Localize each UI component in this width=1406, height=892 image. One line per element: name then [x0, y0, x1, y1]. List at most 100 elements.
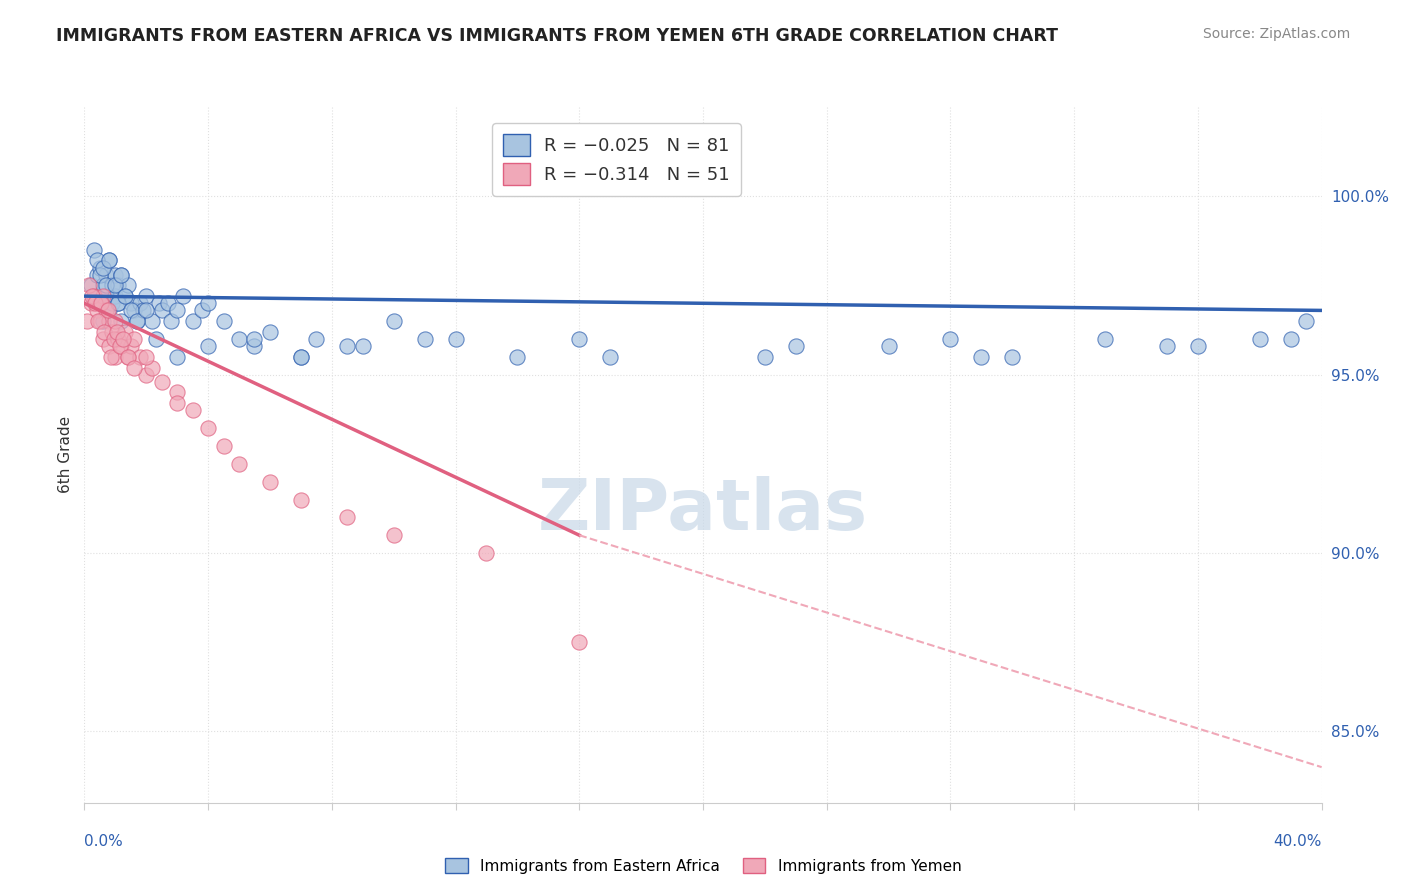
Point: [599, 350, 621, 364]
Point: [150, 375, 173, 389]
Point: [877, 339, 900, 353]
Point: [86, 253, 108, 268]
Point: [212, 314, 235, 328]
Point: [101, 278, 124, 293]
Point: [970, 350, 993, 364]
Point: [120, 296, 142, 310]
Text: ZIPatlas: ZIPatlas: [538, 476, 868, 545]
Point: [212, 439, 235, 453]
Point: [228, 332, 250, 346]
Point: [150, 303, 173, 318]
Point: [568, 635, 591, 649]
Point: [568, 332, 591, 346]
Point: [1279, 332, 1302, 346]
Point: [93, 325, 115, 339]
Point: [156, 296, 179, 310]
Point: [108, 339, 131, 353]
Point: [114, 289, 136, 303]
Point: [114, 289, 136, 303]
Text: IMMIGRANTS FROM EASTERN AFRICA VS IMMIGRANTS FROM YEMEN 6TH GRADE CORRELATION CH: IMMIGRANTS FROM EASTERN AFRICA VS IMMIGR…: [56, 27, 1059, 45]
Point: [785, 339, 807, 353]
Point: [1156, 339, 1178, 353]
Point: [107, 332, 129, 346]
Point: [1094, 332, 1116, 346]
Point: [290, 350, 312, 364]
Point: [336, 510, 359, 524]
Point: [86, 303, 108, 318]
Point: [135, 289, 157, 303]
Point: [120, 339, 142, 353]
Point: [122, 360, 145, 375]
Point: [191, 303, 214, 318]
Point: [1295, 314, 1317, 328]
Point: [181, 314, 204, 328]
Point: [101, 296, 124, 310]
Point: [141, 360, 163, 375]
Point: [98, 253, 121, 268]
Point: [145, 332, 167, 346]
Point: [148, 296, 170, 310]
Point: [89, 268, 111, 282]
Point: [83, 289, 105, 303]
Point: [290, 492, 312, 507]
Point: [98, 339, 121, 353]
Point: [105, 325, 128, 339]
Point: [94, 289, 117, 303]
Point: [91, 289, 114, 303]
Point: [939, 332, 962, 346]
Point: [117, 350, 139, 364]
Point: [104, 289, 127, 303]
Point: [89, 260, 111, 275]
Point: [172, 289, 194, 303]
Point: [1187, 339, 1209, 353]
Point: [1001, 350, 1024, 364]
Point: [96, 303, 118, 318]
Point: [104, 278, 127, 293]
Point: [122, 332, 145, 346]
Point: [197, 421, 219, 435]
Text: 40.0%: 40.0%: [1274, 834, 1322, 849]
Point: [754, 350, 776, 364]
Point: [141, 314, 163, 328]
Point: [89, 314, 111, 328]
Point: [107, 296, 129, 310]
Point: [91, 278, 114, 293]
Point: [87, 314, 110, 328]
Point: [83, 243, 105, 257]
Point: [83, 289, 105, 303]
Point: [352, 339, 374, 353]
Point: [382, 314, 405, 328]
Point: [79, 278, 101, 293]
Point: [259, 475, 281, 489]
Point: [91, 332, 114, 346]
Point: [243, 332, 266, 346]
Point: [98, 303, 121, 318]
Point: [89, 296, 111, 310]
Point: [129, 350, 152, 364]
Point: [91, 314, 114, 328]
Point: [117, 350, 139, 364]
Point: [82, 289, 104, 303]
Point: [135, 350, 157, 364]
Point: [120, 303, 142, 318]
Point: [104, 350, 127, 364]
Point: [110, 339, 132, 353]
Point: [290, 350, 312, 364]
Point: [104, 268, 127, 282]
Point: [98, 314, 121, 328]
Point: [103, 332, 125, 346]
Point: [86, 268, 108, 282]
Point: [101, 325, 124, 339]
Point: [110, 268, 132, 282]
Point: [94, 278, 117, 293]
Point: [166, 350, 188, 364]
Point: [94, 303, 117, 318]
Point: [259, 325, 281, 339]
Legend: R = −0.025   N = 81, R = −0.314   N = 51: R = −0.025 N = 81, R = −0.314 N = 51: [492, 123, 741, 196]
Point: [181, 403, 204, 417]
Point: [475, 546, 498, 560]
Point: [382, 528, 405, 542]
Point: [125, 314, 148, 328]
Point: [305, 332, 328, 346]
Point: [122, 303, 145, 318]
